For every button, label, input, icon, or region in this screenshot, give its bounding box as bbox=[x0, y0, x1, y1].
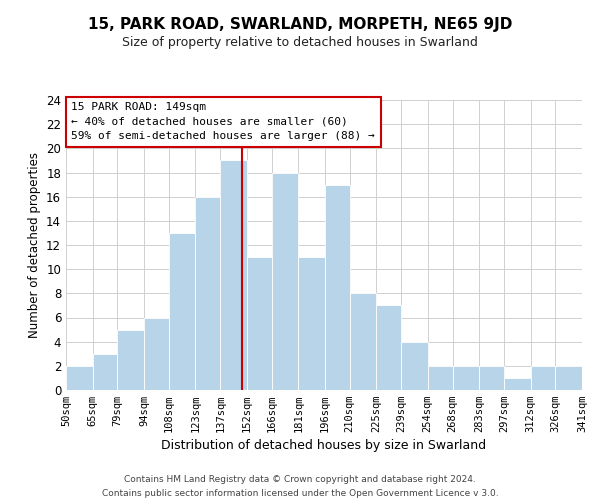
Bar bbox=[428, 366, 452, 390]
Bar bbox=[272, 172, 298, 390]
Bar bbox=[325, 184, 350, 390]
Bar bbox=[220, 160, 247, 390]
Text: Contains HM Land Registry data © Crown copyright and database right 2024.
Contai: Contains HM Land Registry data © Crown c… bbox=[101, 476, 499, 498]
Y-axis label: Number of detached properties: Number of detached properties bbox=[28, 152, 41, 338]
Bar bbox=[479, 366, 504, 390]
Text: 15, PARK ROAD, SWARLAND, MORPETH, NE65 9JD: 15, PARK ROAD, SWARLAND, MORPETH, NE65 9… bbox=[88, 18, 512, 32]
X-axis label: Distribution of detached houses by size in Swarland: Distribution of detached houses by size … bbox=[161, 440, 487, 452]
Bar bbox=[530, 366, 556, 390]
Bar bbox=[504, 378, 530, 390]
Bar bbox=[118, 330, 144, 390]
Bar bbox=[401, 342, 428, 390]
Text: 15 PARK ROAD: 149sqm
← 40% of detached houses are smaller (60)
59% of semi-detac: 15 PARK ROAD: 149sqm ← 40% of detached h… bbox=[71, 102, 375, 141]
Bar bbox=[196, 196, 220, 390]
Bar bbox=[556, 366, 582, 390]
Bar bbox=[66, 366, 92, 390]
Text: Size of property relative to detached houses in Swarland: Size of property relative to detached ho… bbox=[122, 36, 478, 49]
Bar bbox=[144, 318, 169, 390]
Bar bbox=[169, 233, 196, 390]
Bar bbox=[350, 294, 376, 390]
Bar bbox=[452, 366, 479, 390]
Bar bbox=[298, 257, 325, 390]
Bar bbox=[92, 354, 118, 390]
Bar bbox=[247, 257, 272, 390]
Bar bbox=[376, 306, 401, 390]
